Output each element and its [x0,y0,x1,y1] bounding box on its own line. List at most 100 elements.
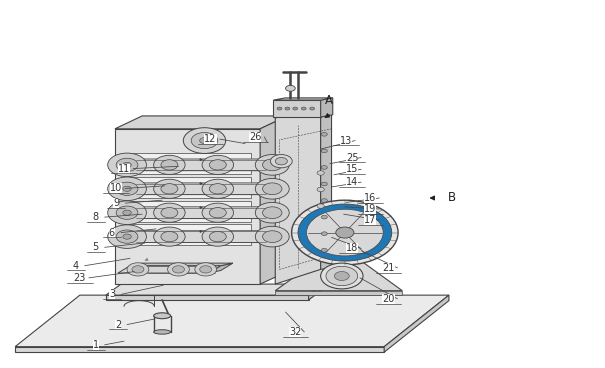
Polygon shape [119,159,280,171]
Circle shape [108,225,146,248]
Text: 8: 8 [93,212,99,222]
Polygon shape [115,129,260,284]
Text: 12: 12 [204,134,217,144]
Polygon shape [119,183,280,195]
Circle shape [108,201,146,224]
Polygon shape [321,105,332,269]
Polygon shape [309,284,324,300]
Circle shape [116,230,138,243]
Circle shape [123,210,131,215]
Circle shape [123,162,131,167]
Circle shape [326,266,358,286]
Circle shape [161,160,178,170]
Circle shape [154,227,185,246]
Text: 14: 14 [346,177,358,187]
Circle shape [292,200,398,265]
Circle shape [116,206,138,219]
Polygon shape [119,207,280,219]
Circle shape [202,227,234,246]
Text: 11: 11 [118,163,130,174]
Circle shape [123,186,131,191]
Circle shape [307,209,383,256]
Circle shape [191,132,218,149]
Text: B: B [448,191,456,205]
Text: 18: 18 [346,243,358,254]
Circle shape [161,231,178,242]
Text: 21: 21 [382,263,394,273]
Circle shape [321,248,327,252]
Circle shape [209,208,226,218]
Circle shape [161,208,178,218]
Polygon shape [275,245,402,291]
Polygon shape [273,100,321,117]
Text: 9: 9 [113,198,119,208]
Circle shape [209,184,226,194]
Polygon shape [275,107,321,284]
Polygon shape [15,347,384,352]
Polygon shape [275,105,332,118]
Polygon shape [115,116,287,129]
Polygon shape [119,231,280,243]
Text: 32: 32 [289,327,301,337]
Circle shape [263,183,282,195]
Circle shape [168,263,189,276]
Circle shape [321,232,327,236]
Circle shape [321,215,327,219]
Polygon shape [124,153,251,174]
Circle shape [255,202,289,223]
Circle shape [154,179,185,198]
Circle shape [132,266,144,273]
Polygon shape [124,201,251,222]
Circle shape [263,231,282,243]
Text: 6: 6 [109,227,115,238]
Text: 2: 2 [115,319,121,330]
Circle shape [154,203,185,222]
Circle shape [270,155,292,168]
Circle shape [200,138,209,144]
Circle shape [317,204,324,208]
Polygon shape [384,295,449,352]
Circle shape [255,178,289,199]
Text: 23: 23 [74,273,86,283]
Text: 5: 5 [93,242,99,252]
Circle shape [277,107,282,110]
Text: 13: 13 [340,135,352,146]
Circle shape [161,184,178,194]
Polygon shape [321,98,333,117]
Circle shape [202,155,234,174]
Circle shape [202,179,234,198]
Circle shape [298,204,391,261]
Circle shape [317,171,324,175]
Text: 25: 25 [346,152,358,163]
Text: 16: 16 [364,193,376,203]
Text: 26: 26 [249,132,261,142]
Ellipse shape [154,330,171,334]
Circle shape [293,107,298,110]
Circle shape [108,153,146,177]
Circle shape [321,149,327,153]
Circle shape [123,234,131,239]
Circle shape [255,155,289,175]
Text: 10: 10 [110,183,122,194]
Circle shape [116,182,138,195]
Circle shape [263,207,282,219]
Text: 4: 4 [73,261,79,271]
Polygon shape [106,284,324,295]
Polygon shape [124,177,251,198]
Text: 17: 17 [364,215,376,225]
Circle shape [321,263,363,289]
Circle shape [116,158,138,171]
Circle shape [127,263,149,276]
Text: 3: 3 [109,289,115,300]
Text: 20: 20 [382,294,394,304]
Circle shape [317,187,324,192]
Polygon shape [275,291,402,295]
Circle shape [195,263,217,276]
Polygon shape [273,98,333,100]
Polygon shape [260,116,287,284]
Circle shape [321,182,327,186]
Circle shape [286,85,295,91]
Text: A: A [324,94,333,107]
Polygon shape [124,224,251,245]
Circle shape [263,159,282,171]
